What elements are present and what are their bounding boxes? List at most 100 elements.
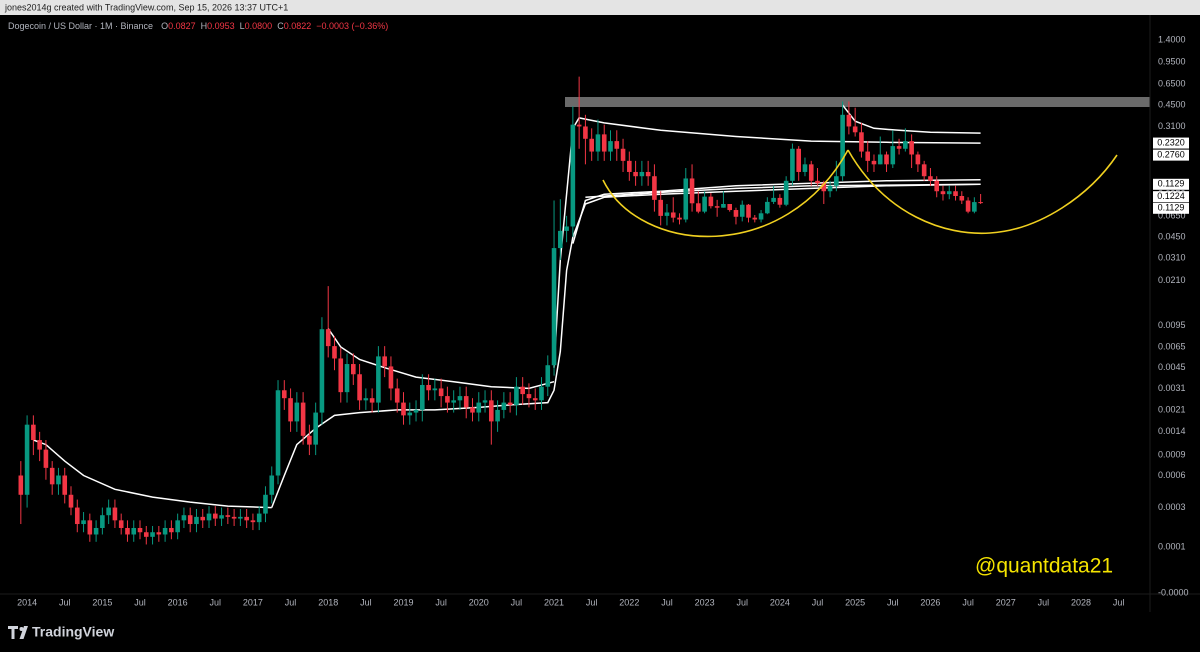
candle-body — [871, 160, 877, 165]
candle-body — [708, 196, 714, 207]
candle-body — [865, 151, 871, 161]
change: −0.0003 (−0.36%) — [316, 21, 388, 31]
candle-body — [125, 527, 130, 535]
candle-body — [489, 400, 494, 422]
candle-body — [413, 409, 419, 413]
candle-body — [771, 197, 776, 202]
ohlc-value: 0.0800 — [245, 21, 273, 31]
x-tick-label: Jul — [435, 597, 447, 607]
x-tick-label: Jul — [661, 597, 673, 607]
candle-body — [802, 164, 808, 172]
price-label: 0.2760 — [1157, 149, 1185, 159]
candle-body — [338, 358, 344, 393]
candle-body — [526, 394, 532, 399]
y-tick-label: 0.0014 — [1158, 426, 1186, 436]
candle-body — [903, 141, 908, 149]
ohlc-key: L — [240, 21, 245, 31]
candle-body — [608, 141, 613, 152]
candle-body — [313, 412, 318, 445]
candle-body — [595, 134, 601, 152]
candle-body — [532, 398, 538, 401]
candle-body — [150, 532, 155, 537]
candle-body — [231, 516, 237, 519]
candle-body — [790, 148, 795, 181]
candle-body — [808, 164, 814, 181]
candle-body — [369, 398, 375, 403]
candle-body — [388, 366, 394, 389]
band-line — [33, 439, 272, 509]
candle-body — [896, 146, 902, 149]
candle-body — [438, 388, 444, 397]
candle-body — [501, 402, 507, 410]
x-tick-label: 2020 — [469, 597, 489, 607]
candle-body — [840, 114, 845, 177]
ohlc-key: H — [201, 21, 208, 31]
x-tick-label: 2021 — [544, 597, 564, 607]
candle-body — [325, 329, 331, 347]
candle-body — [765, 201, 770, 214]
band-line — [572, 178, 981, 244]
candle-body — [714, 206, 720, 208]
candle-body — [319, 329, 325, 413]
brand: TradingView — [32, 624, 114, 640]
price-label-box — [1153, 202, 1189, 214]
footer — [0, 614, 1200, 652]
candle-body — [652, 176, 657, 200]
logo-mark — [8, 626, 18, 639]
cup-curve — [847, 149, 1118, 235]
symbol: Dogecoin / US Dollar · 1M · Binance — [8, 21, 153, 31]
symbol-legend: Dogecoin / US Dollar · 1M · Binance O0.08… — [8, 21, 388, 31]
candle-body — [56, 475, 61, 485]
ohlc-value: 0.0827 — [168, 21, 196, 31]
candle-body — [570, 124, 576, 227]
brand-logo — [8, 626, 28, 639]
x-tick-label: 2023 — [695, 597, 715, 607]
candle-body — [639, 171, 645, 177]
candle-body — [225, 515, 231, 517]
price-label: 0.2320 — [1157, 137, 1185, 147]
ohlc-key: O — [161, 21, 168, 31]
y-tick-label: 0.0450 — [1158, 231, 1186, 241]
candle-body — [18, 475, 24, 495]
price-label-box — [1153, 137, 1189, 149]
candle-body — [978, 202, 983, 204]
logo-mark — [19, 626, 28, 639]
candle-body — [953, 191, 958, 197]
x-tick-label: 2018 — [318, 597, 338, 607]
candle-body — [564, 226, 569, 231]
candle-body — [169, 527, 174, 533]
candle-body — [746, 204, 751, 218]
candle-body — [200, 516, 206, 521]
candle-body — [43, 449, 49, 468]
candle-body — [852, 126, 858, 133]
candle-body — [93, 527, 99, 535]
candle-body — [670, 212, 676, 218]
candle-body — [601, 134, 607, 152]
candle-body — [426, 384, 431, 391]
candle-body — [664, 212, 670, 216]
candle-body — [219, 515, 224, 519]
candle-body — [783, 180, 789, 205]
price-label: 0.1224 — [1157, 191, 1185, 201]
candle-body — [689, 178, 695, 204]
candle-body — [143, 532, 149, 537]
candle-body — [514, 386, 519, 405]
candle-body — [112, 507, 118, 521]
candle-body — [156, 532, 162, 535]
candle-body — [194, 516, 199, 525]
price-label: 0.1129 — [1158, 179, 1185, 189]
candle-body — [965, 200, 971, 212]
y-tick-label: 0.0009 — [1158, 449, 1186, 459]
candle-body — [696, 203, 701, 212]
y-tick-label: 0.0310 — [1158, 253, 1186, 263]
candle-body — [752, 217, 758, 220]
candle-body — [921, 164, 927, 177]
candle-body — [68, 494, 74, 508]
candle-body — [821, 183, 827, 192]
y-tick-label: 0.0210 — [1158, 275, 1186, 285]
y-tick-label: 0.0001 — [1158, 542, 1186, 552]
candle-body — [81, 520, 86, 525]
candle-body — [915, 154, 921, 165]
candle-body — [118, 520, 124, 528]
